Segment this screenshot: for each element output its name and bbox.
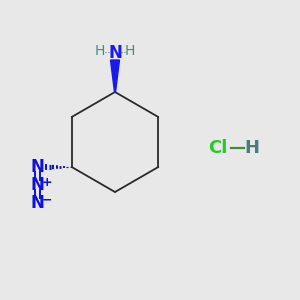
Text: H: H <box>125 44 135 58</box>
Text: N: N <box>31 176 45 194</box>
Text: +: + <box>41 176 52 188</box>
Text: N: N <box>108 44 122 62</box>
Text: −: − <box>41 194 52 206</box>
Polygon shape <box>110 60 119 92</box>
Text: N: N <box>31 194 45 212</box>
Text: Cl: Cl <box>208 139 228 157</box>
Text: N: N <box>31 158 45 176</box>
Text: H: H <box>244 139 260 157</box>
Text: H: H <box>95 44 105 58</box>
